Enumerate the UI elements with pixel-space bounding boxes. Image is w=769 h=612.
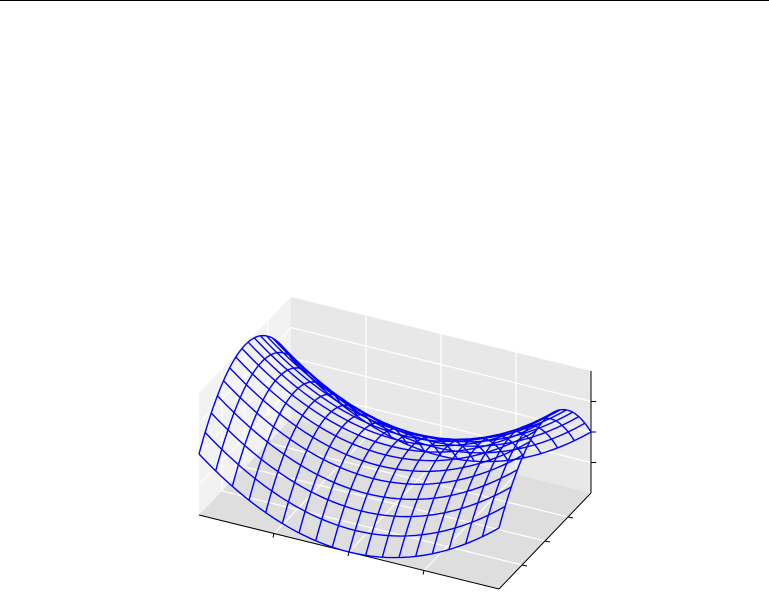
wire-line-y <box>198 453 500 559</box>
wire-line-x <box>464 424 559 545</box>
wire-line-x <box>498 408 592 529</box>
wire-line-x <box>398 438 492 558</box>
wireframe-surface <box>198 334 592 559</box>
wire-line-y <box>223 380 524 485</box>
wire-line-y <box>216 395 518 501</box>
wire-line-y <box>204 431 506 537</box>
wire-line-y <box>241 347 543 453</box>
y-tick <box>544 540 551 543</box>
x-tick <box>272 533 275 538</box>
gridline-y <box>221 369 523 566</box>
x-tick <box>422 570 425 575</box>
top-border-line <box>0 0 769 1</box>
wire-line-y <box>259 335 561 441</box>
wire-line-y <box>229 367 531 473</box>
wire-line-y <box>284 348 586 454</box>
wire-line-y <box>278 342 580 447</box>
wire-line-x <box>348 432 442 553</box>
wire-line-x <box>431 434 525 554</box>
wire-line-x <box>198 334 292 455</box>
gridline-y <box>244 345 546 542</box>
wire-line-y <box>290 357 592 463</box>
wire-line-y <box>210 412 512 518</box>
gridline-z <box>198 326 592 424</box>
wire-line-x <box>381 438 475 558</box>
y-tick <box>521 564 528 567</box>
y-tick <box>567 516 574 519</box>
